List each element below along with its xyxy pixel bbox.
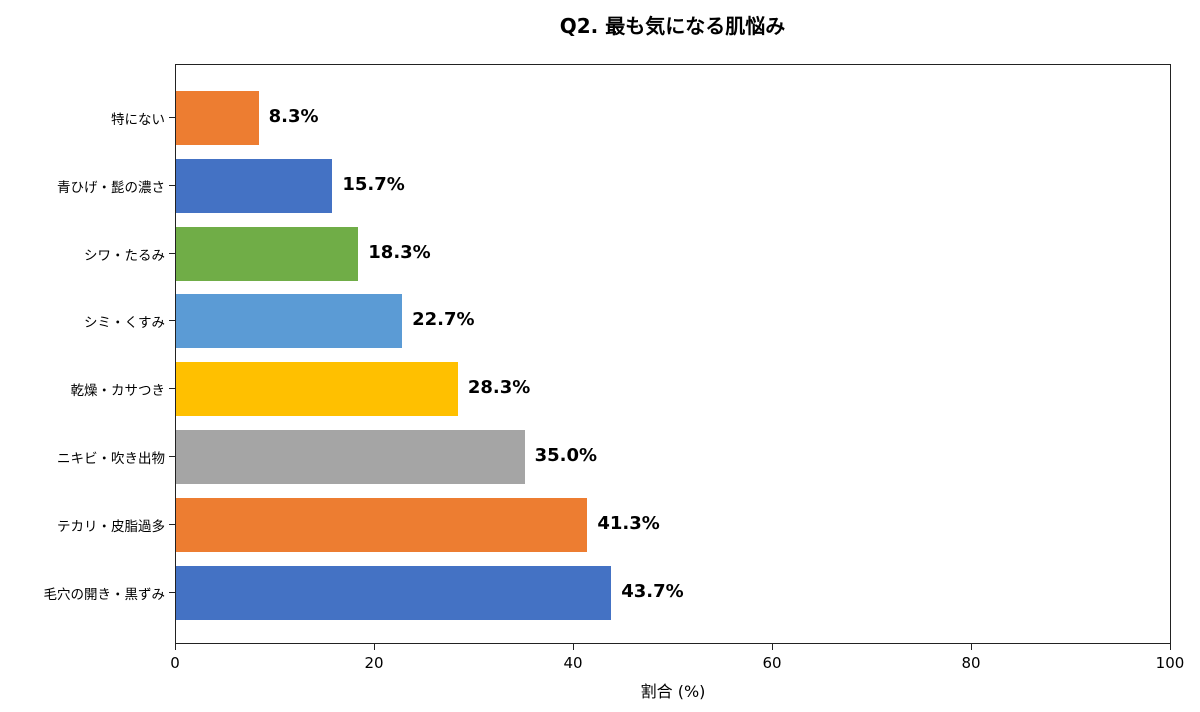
y-tick-label: シミ・くすみ	[84, 315, 165, 332]
bar-value-label: 18.3%	[368, 241, 431, 263]
y-tick-label: ニキビ・吹き出物	[57, 451, 165, 467]
y-tick-label: テカリ・皮脂過多	[57, 518, 165, 535]
y-tick	[169, 117, 175, 118]
chart-title: Q2. 最も気になる肌悩み	[559, 14, 786, 38]
y-tick-label: 乾燥・カサつき	[70, 383, 166, 400]
x-tick-label: 60	[762, 654, 782, 672]
bar-value-label: 15.7%	[342, 173, 405, 195]
y-tick	[169, 388, 175, 390]
y-tick-label: 毛穴の開き・黒ずみ	[43, 586, 166, 603]
bar	[176, 430, 525, 484]
bar	[176, 226, 359, 281]
y-tick	[169, 320, 175, 322]
bar	[176, 158, 333, 213]
y-tick-label: 青ひげ・髭の濃さ	[57, 179, 165, 196]
x-tick	[971, 644, 972, 650]
bar	[176, 565, 612, 620]
x-tick-label: 40	[563, 654, 583, 672]
x-tick-label: 80	[961, 654, 981, 672]
x-tick	[175, 644, 176, 650]
y-tick	[169, 456, 175, 457]
x-tick-label: 20	[364, 654, 384, 672]
bar-value-label: 41.3%	[597, 512, 660, 534]
bar	[176, 362, 458, 417]
bar-value-label: 43.7%	[621, 580, 684, 602]
x-tick	[374, 644, 375, 650]
bar-value-label: 28.3%	[467, 377, 531, 399]
plot-area: 8.3% 15.7% 18.3% 22.7% 28.3% 35.0% 41.3% 43.7%	[175, 64, 1171, 644]
bar	[176, 294, 403, 349]
x-tick-label: 100	[1155, 654, 1185, 672]
bar-value-label: 8.3%	[268, 106, 319, 127]
y-tick	[169, 523, 175, 525]
x-axis-title: 割合 (%)	[640, 682, 706, 701]
x-tick	[772, 644, 773, 650]
bar-value-label: 35.0%	[534, 445, 598, 466]
bar	[176, 497, 588, 552]
bar	[176, 91, 259, 145]
y-tick-label: シワ・たるみ	[84, 247, 165, 264]
bar-value-label: 22.7%	[412, 309, 475, 331]
x-tick-label: 0	[170, 654, 180, 672]
x-tick	[573, 644, 574, 650]
x-tick	[1170, 644, 1171, 650]
y-tick	[169, 252, 175, 254]
y-tick	[169, 184, 175, 186]
y-tick	[169, 591, 175, 593]
y-tick-label: 特にない	[111, 112, 165, 128]
